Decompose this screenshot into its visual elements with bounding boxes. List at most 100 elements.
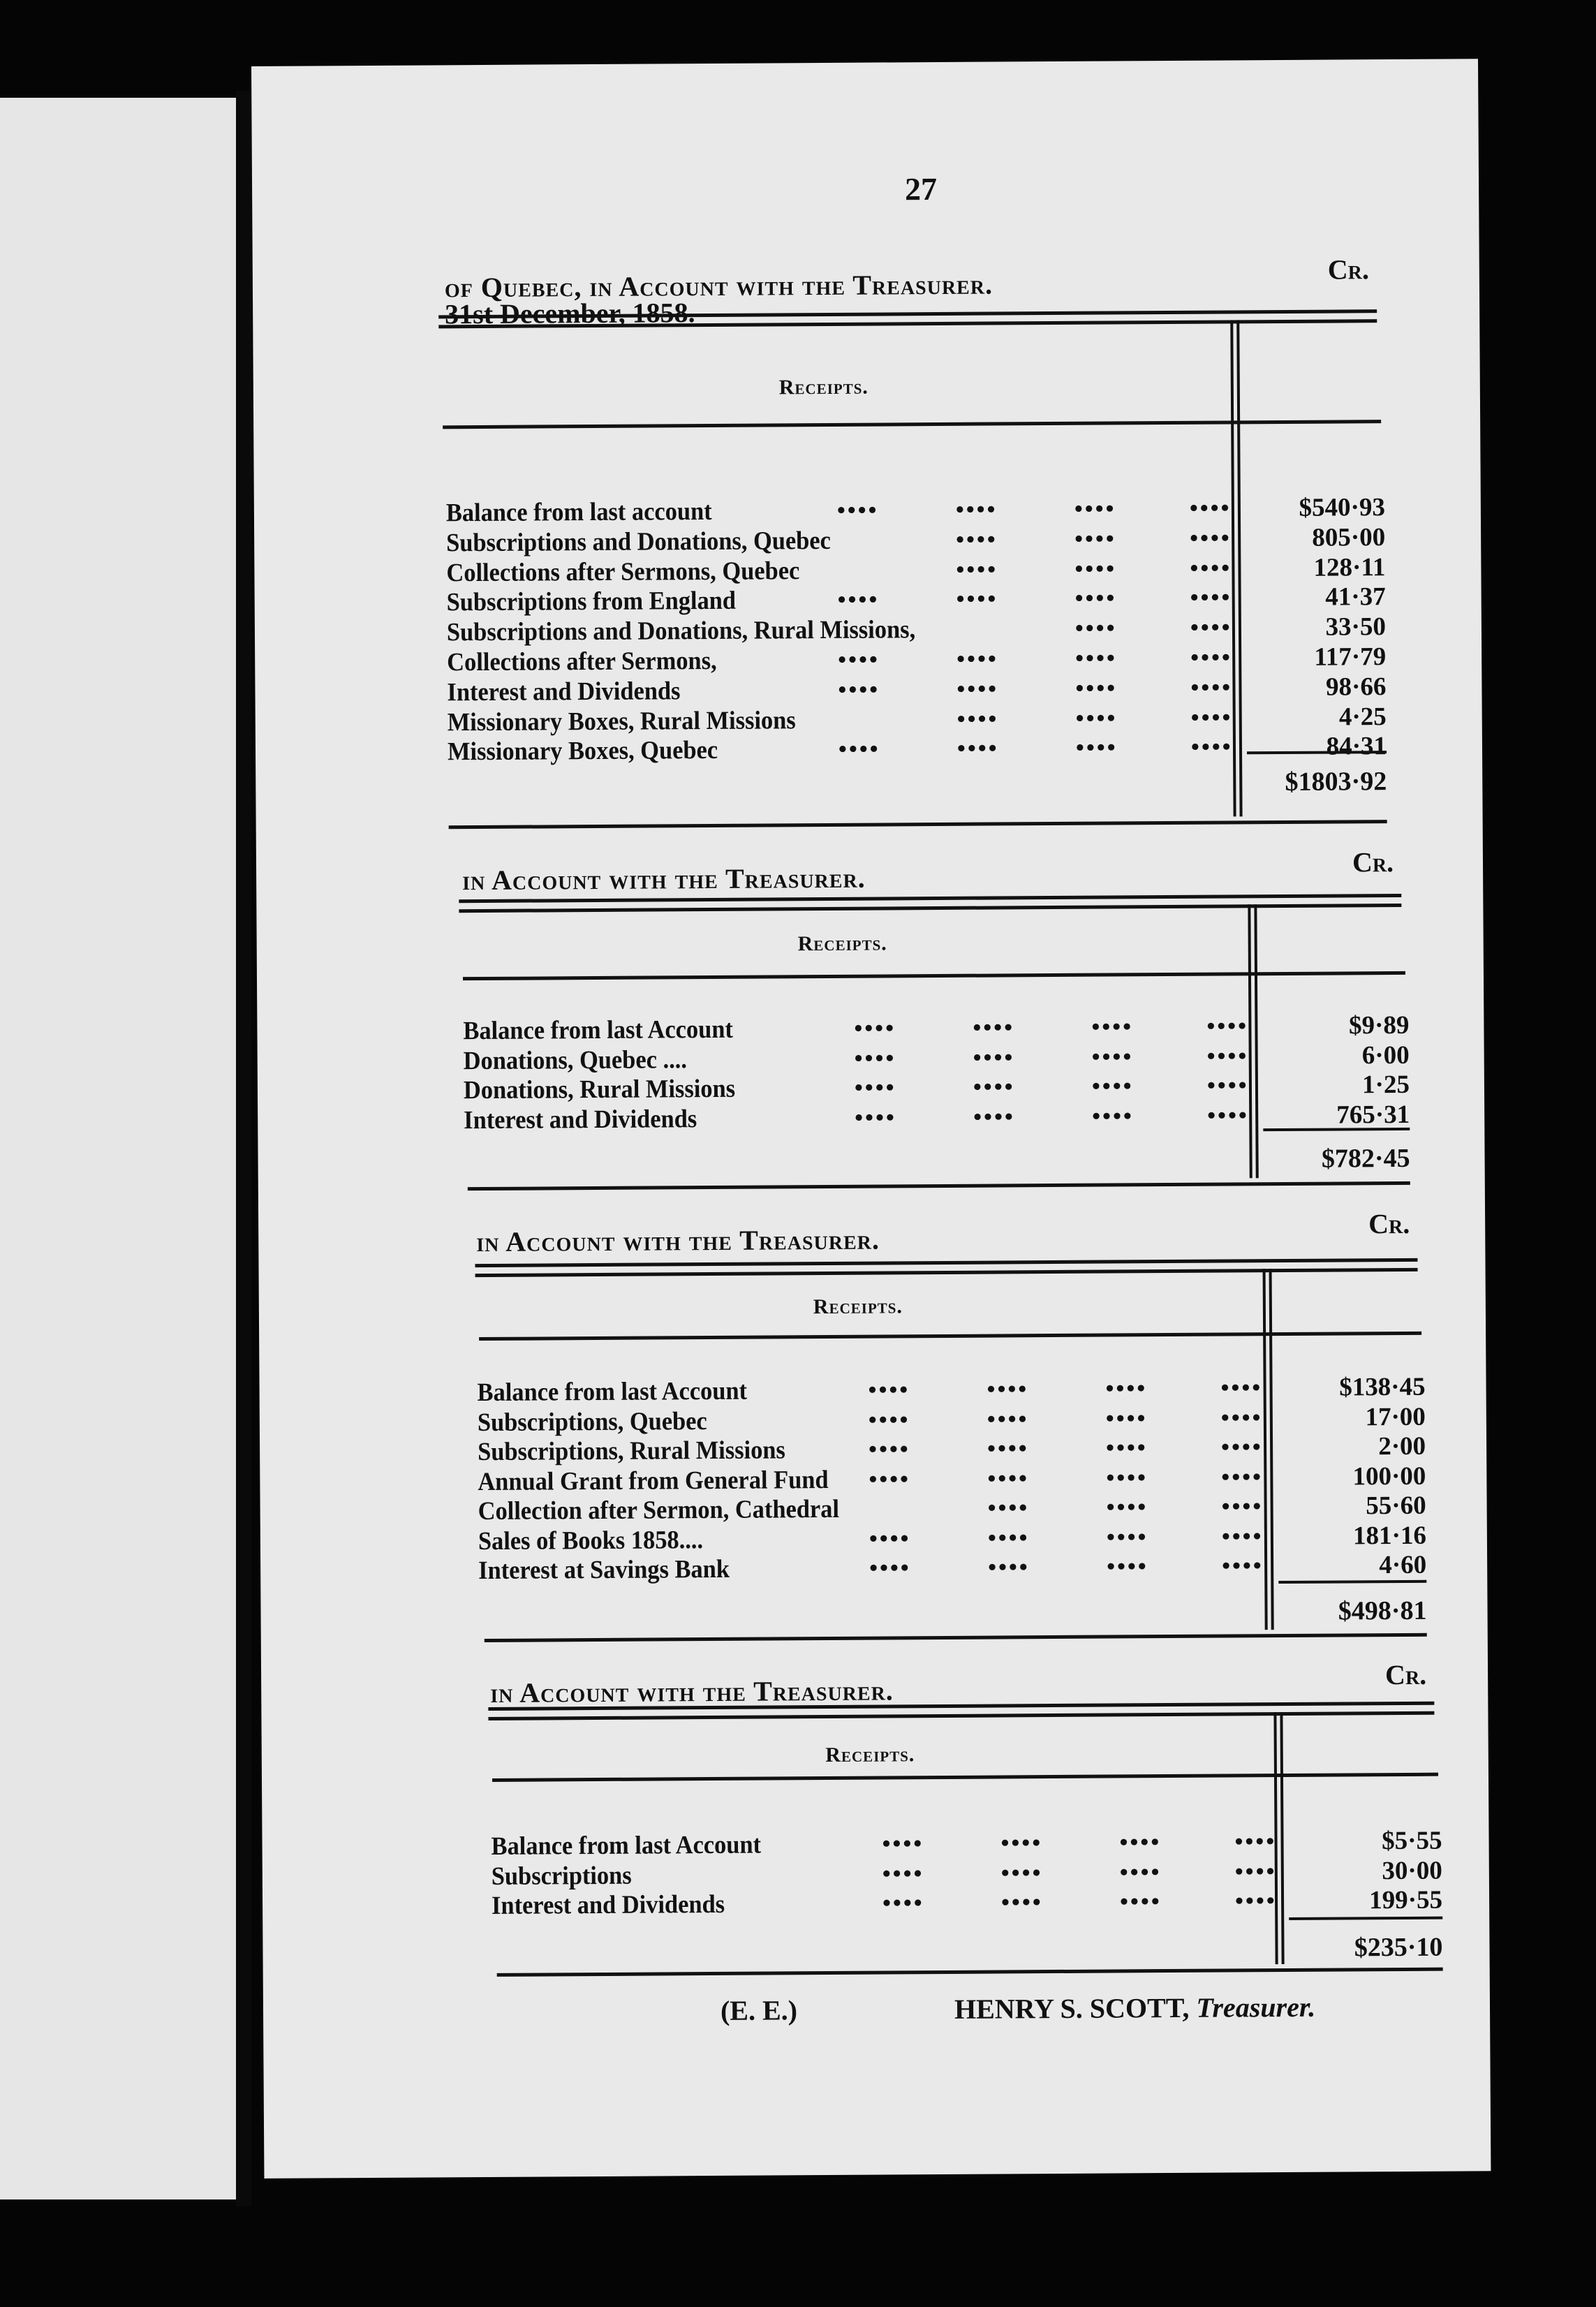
row-amount: 199·55 (1369, 1885, 1443, 1915)
page-number: 27 (904, 171, 938, 207)
credit-label: Cr. (1327, 253, 1370, 286)
leader-dots: •••• (956, 706, 999, 732)
leader-dots: •••• (1092, 1103, 1134, 1130)
row-amount: 4·60 (1379, 1550, 1427, 1580)
row-amount: 84·31 (1326, 732, 1387, 762)
leader-dots: •••• (1106, 1494, 1148, 1521)
row-label: Interest and Dividends (491, 1889, 725, 1920)
leader-dots: •••• (1190, 644, 1232, 671)
section-total: $1803·92 (1285, 767, 1387, 797)
sum-rule (1289, 1916, 1443, 1920)
leader-dots: •••• (987, 1524, 1030, 1551)
leader-dots: •••• (837, 587, 880, 614)
row-amount: 17·00 (1365, 1402, 1426, 1431)
leader-dots: •••• (1234, 1829, 1277, 1855)
double-rule-top (475, 1258, 1418, 1268)
leader-dots: •••• (987, 1406, 1029, 1433)
leader-dots: •••• (1075, 705, 1118, 732)
leader-dots: •••• (882, 1831, 924, 1857)
sum-rule (1278, 1579, 1427, 1584)
leader-dots: •••• (1190, 675, 1233, 701)
credit-label: Cr. (1384, 1658, 1427, 1691)
leader-dots: •••• (869, 1555, 911, 1582)
row-label: Balance from last Account (491, 1830, 762, 1861)
leader-dots: •••• (1105, 1435, 1148, 1461)
leader-dots: •••• (1190, 734, 1233, 761)
row-amount: 181·16 (1352, 1521, 1427, 1550)
treasurer-name: HENRY S. SCOTT, (954, 1991, 1190, 2025)
row-label: Collections after Sermons, Quebec (446, 556, 800, 587)
column-header-receipts: Receipts. (778, 375, 869, 399)
row-label: Subscriptions and Donations, Quebec (446, 526, 831, 558)
leader-dots: •••• (1074, 615, 1117, 642)
leader-dots: •••• (973, 1103, 1015, 1130)
row-label: Balance from last Account (463, 1015, 734, 1046)
row-amount: 6·00 (1361, 1040, 1410, 1070)
leader-dots: •••• (1106, 1464, 1148, 1491)
leader-dots: •••• (868, 1377, 910, 1403)
row-amount: 765·31 (1336, 1100, 1410, 1130)
row-amount: $5·55 (1382, 1826, 1442, 1856)
leader-dots: •••• (1206, 1013, 1249, 1040)
leader-dots: •••• (956, 646, 998, 672)
header-rule (492, 1772, 1438, 1782)
leader-dots: •••• (854, 1075, 896, 1101)
section-total: $235·10 (1354, 1932, 1443, 1963)
leader-dots: •••• (1234, 1858, 1277, 1885)
signature-initials: (E. E.) (720, 1994, 798, 2026)
ledger-row: Missionary Boxes, Quebec •••• •••• •••• ••••… (448, 731, 1387, 767)
leader-dots: •••• (1074, 526, 1116, 552)
leader-dots: •••• (868, 1406, 910, 1433)
row-amount: 41·37 (1325, 582, 1386, 612)
column-header-receipts: Receipts. (825, 1743, 915, 1767)
leader-dots: •••• (987, 1376, 1029, 1403)
section-end-rule (484, 1632, 1427, 1643)
leader-dots: •••• (855, 1104, 896, 1131)
row-amount: $9·89 (1348, 1010, 1410, 1040)
row-amount: 30·00 (1382, 1856, 1442, 1885)
leader-dots: •••• (1075, 735, 1118, 762)
leader-dots: •••• (956, 735, 999, 762)
sum-rule (1263, 1127, 1410, 1132)
row-label: Interest and Dividends (464, 1104, 697, 1135)
leader-dots: •••• (869, 1525, 911, 1552)
leader-dots: •••• (1091, 1014, 1134, 1040)
leader-dots: •••• (1190, 614, 1232, 641)
row-label: Collection after Sermon, Cathedral (478, 1494, 840, 1526)
leader-dots: •••• (1119, 1859, 1162, 1885)
leader-dots: •••• (1222, 1553, 1264, 1579)
leader-dots: •••• (882, 1860, 924, 1887)
leader-dots: •••• (956, 586, 998, 613)
leader-dots: •••• (1234, 1888, 1277, 1915)
leader-dots: •••• (854, 1045, 896, 1072)
leader-dots: •••• (1074, 585, 1117, 612)
row-amount: 33·50 (1325, 612, 1387, 642)
row-label: Annual Grant from General Fund (478, 1465, 829, 1496)
leader-dots: •••• (973, 1074, 1015, 1100)
leader-dots: •••• (1075, 645, 1117, 672)
row-amount: 4·25 (1338, 702, 1387, 732)
leader-dots: •••• (1220, 1434, 1263, 1461)
leader-dots: •••• (955, 496, 998, 523)
leader-dots: •••• (1190, 525, 1232, 552)
leader-dots: •••• (1220, 1404, 1263, 1431)
treasurer-title: Treasurer. (1196, 1991, 1316, 2024)
leader-dots: •••• (1119, 1829, 1162, 1856)
leader-dots: •••• (1105, 1376, 1148, 1402)
leader-dots: •••• (869, 1466, 911, 1493)
leader-dots: •••• (1206, 1042, 1249, 1070)
leader-dots: •••• (973, 1015, 1015, 1041)
leader-dots: •••• (838, 647, 880, 673)
ledger-row: Interest and Dividends •••• •••• •••• •••• 19… (492, 1885, 1442, 1921)
row-label: Missionary Boxes, Quebec (447, 736, 718, 767)
row-amount: 100·00 (1352, 1461, 1426, 1491)
leader-dots: •••• (1000, 1830, 1043, 1857)
row-label: Interest and Dividends (447, 677, 681, 707)
leader-dots: •••• (1190, 705, 1233, 731)
section-heading: in Account with the Treasurer. (490, 1674, 894, 1709)
account-section: in Account with the Treasurer. Cr. Receipt… (251, 59, 1478, 1643)
leader-dots: •••• (1119, 1889, 1162, 1915)
leader-dots: •••• (838, 736, 880, 763)
row-label: Missionary Boxes, Rural Missions (447, 705, 796, 737)
leader-dots: •••• (1075, 675, 1118, 702)
